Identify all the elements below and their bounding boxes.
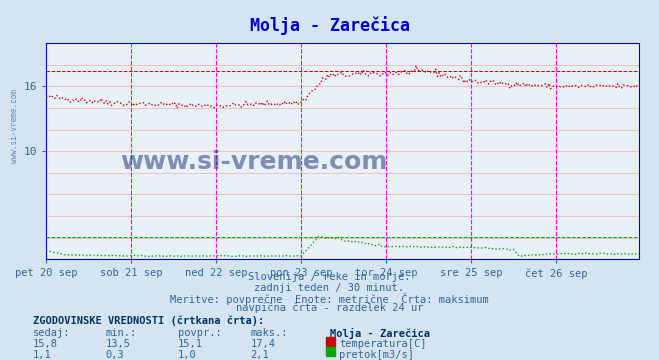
Text: sedaj:: sedaj: xyxy=(33,328,71,338)
Text: 1,1: 1,1 xyxy=(33,350,51,360)
Text: povpr.:: povpr.: xyxy=(178,328,221,338)
Text: Molja - Zarečica: Molja - Zarečica xyxy=(250,16,409,35)
Text: 15,8: 15,8 xyxy=(33,339,58,349)
Text: 15,1: 15,1 xyxy=(178,339,203,349)
Text: Molja - Zarečica: Molja - Zarečica xyxy=(330,328,430,339)
Text: www.si-vreme.com: www.si-vreme.com xyxy=(120,150,387,174)
Text: www.si-vreme.com: www.si-vreme.com xyxy=(10,89,19,163)
Text: 1,0: 1,0 xyxy=(178,350,196,360)
Text: zadnji teden / 30 minut.: zadnji teden / 30 minut. xyxy=(254,283,405,293)
Text: temperatura[C]: temperatura[C] xyxy=(339,339,427,349)
Text: 13,5: 13,5 xyxy=(105,339,130,349)
Text: Meritve: povprečne  Enote: metrične  Črta: maksimum: Meritve: povprečne Enote: metrične Črta:… xyxy=(170,293,489,305)
Text: min.:: min.: xyxy=(105,328,136,338)
Text: 2,1: 2,1 xyxy=(250,350,269,360)
Text: pretok[m3/s]: pretok[m3/s] xyxy=(339,350,415,360)
Text: 0,3: 0,3 xyxy=(105,350,124,360)
Text: maks.:: maks.: xyxy=(250,328,288,338)
Text: navpična črta - razdelek 24 ur: navpična črta - razdelek 24 ur xyxy=(236,302,423,313)
Text: 17,4: 17,4 xyxy=(250,339,275,349)
Text: Slovenija / reke in morje.: Slovenija / reke in morje. xyxy=(248,272,411,282)
Text: ZGODOVINSKE VREDNOSTI (črtkana črta):: ZGODOVINSKE VREDNOSTI (črtkana črta): xyxy=(33,315,264,325)
